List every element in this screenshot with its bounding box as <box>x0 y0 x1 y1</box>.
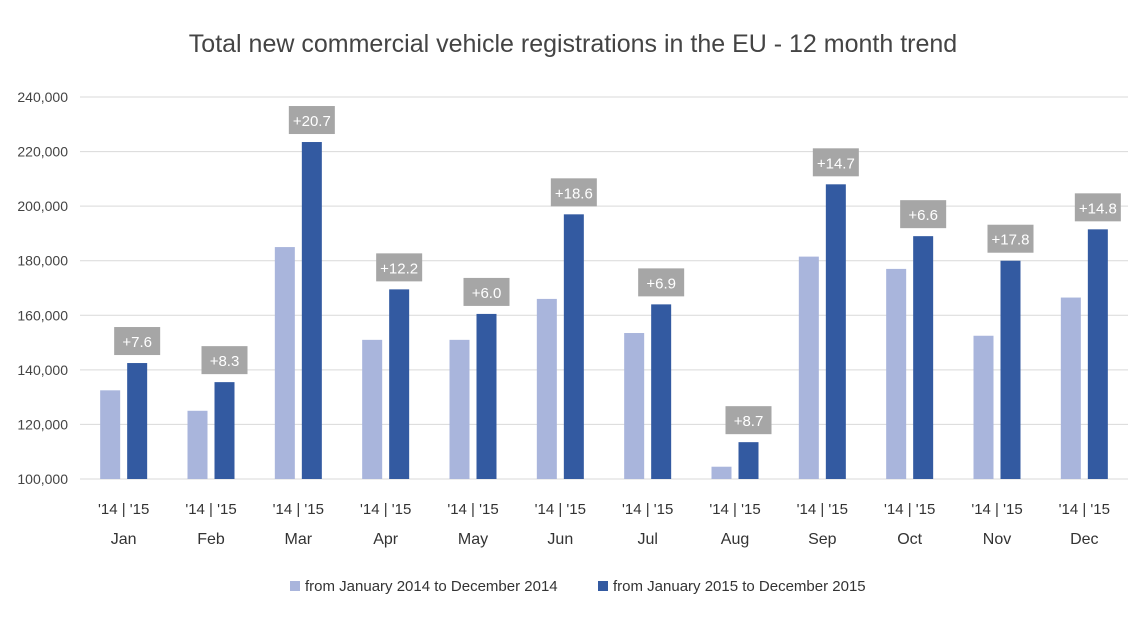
bar-2014-nov <box>973 335 994 479</box>
bar-2014-aug <box>711 466 732 479</box>
x-tick-sublabel: '14 | '15 <box>709 501 760 518</box>
y-tick-label: 240,000 <box>17 89 68 105</box>
y-axis: 100,000 120,000 140,000 160,000 180,000 200,0… <box>17 89 68 487</box>
legend-swatch-1 <box>290 581 300 591</box>
data-label-box <box>812 148 859 177</box>
bar-2015-feb <box>214 382 235 479</box>
data-label: +8.7 <box>734 413 764 430</box>
bar-2014-jan <box>100 390 121 479</box>
data-labels: +7.6 +8.3 +20.7 +12.2 +6.0 +18.6 +6.9 +8.7 +14.7… <box>114 106 1121 435</box>
y-tick-label: 160,000 <box>17 307 68 323</box>
bar-2015-mar <box>301 142 322 479</box>
bar-2014-apr <box>362 339 383 479</box>
data-label-box <box>201 346 248 375</box>
bar-2014-jul <box>624 333 645 479</box>
bar-2015-sep <box>825 184 846 480</box>
bar-2015-aug <box>738 442 759 479</box>
bar-2014-feb <box>187 410 208 479</box>
bar-2015-jul <box>651 304 672 479</box>
data-label-box <box>1074 193 1121 222</box>
x-tick-sublabel: '14 | '15 <box>884 501 935 518</box>
bar-2015-dec <box>1087 229 1108 479</box>
x-tick-sublabel: '14 | '15 <box>360 501 411 518</box>
y-tick-label: 220,000 <box>17 144 68 160</box>
x-tick-label: Sep <box>808 531 837 548</box>
bar-2014-mar <box>274 247 295 479</box>
x-tick-label: Nov <box>983 531 1011 548</box>
bar-2014-oct <box>886 268 907 479</box>
data-label: +20.7 <box>293 113 331 130</box>
x-tick-sublabel: '14 | '15 <box>185 501 236 518</box>
legend-label-2: from January 2015 to December 2015 <box>613 578 866 595</box>
legend: from January 2014 to December 2014 from J… <box>290 578 866 595</box>
data-label: +12.2 <box>380 260 418 277</box>
x-axis: '14 | '15 Jan '14 | '15 Feb '14 | '15 Mar '14 … <box>98 501 1110 548</box>
y-tick-label: 100,000 <box>17 471 68 487</box>
x-tick-label: Oct <box>897 531 922 548</box>
gridlines <box>80 96 1128 480</box>
x-tick-sublabel: '14 | '15 <box>535 501 586 518</box>
data-label-box <box>900 200 947 229</box>
data-label: +6.0 <box>472 285 502 302</box>
data-label-box <box>550 178 597 207</box>
y-tick-label: 200,000 <box>17 198 68 214</box>
data-label: +14.7 <box>817 155 855 172</box>
x-tick-sublabel: '14 | '15 <box>447 501 498 518</box>
data-label-box <box>725 406 772 435</box>
bars <box>100 142 1108 480</box>
bar-2014-dec <box>1060 297 1081 479</box>
x-tick-label: Feb <box>197 531 225 548</box>
data-label: +6.6 <box>908 207 938 224</box>
bar-2015-may <box>476 313 497 479</box>
x-tick-label: Apr <box>373 531 399 548</box>
bar-2014-jun <box>536 298 557 479</box>
x-tick-sublabel: '14 | '15 <box>98 501 149 518</box>
x-tick-label: Mar <box>285 531 313 548</box>
data-label-box <box>114 327 161 356</box>
legend-swatch-2 <box>598 581 608 591</box>
bar-2015-apr <box>389 289 410 479</box>
bar-2015-jun <box>563 214 584 480</box>
bar-2015-jan <box>127 363 148 479</box>
x-tick-label: Jul <box>637 531 657 548</box>
data-label: +8.3 <box>210 353 240 370</box>
data-label-box <box>288 106 335 135</box>
legend-label-1: from January 2014 to December 2014 <box>305 578 558 595</box>
bar-2014-may <box>449 339 470 479</box>
x-tick-sublabel: '14 | '15 <box>1059 501 1110 518</box>
y-tick-label: 120,000 <box>17 416 68 432</box>
x-tick-sublabel: '14 | '15 <box>273 501 324 518</box>
y-tick-label: 180,000 <box>17 253 68 269</box>
x-tick-label: Jan <box>111 531 137 548</box>
x-tick-sublabel: '14 | '15 <box>797 501 848 518</box>
x-tick-label: Jun <box>547 531 573 548</box>
bar-2014-sep <box>798 256 819 479</box>
data-label: +17.8 <box>992 232 1030 249</box>
x-tick-sublabel: '14 | '15 <box>622 501 673 518</box>
data-label: +6.9 <box>646 275 676 292</box>
x-tick-label: Dec <box>1070 531 1098 548</box>
bar-2015-nov <box>1000 260 1021 479</box>
x-tick-label: Aug <box>721 531 749 548</box>
data-label: +18.6 <box>555 185 593 202</box>
data-label: +14.8 <box>1079 200 1117 217</box>
data-label-box <box>376 253 423 282</box>
bar-2015-oct <box>913 236 934 479</box>
x-tick-sublabel: '14 | '15 <box>971 501 1022 518</box>
data-label-box <box>987 224 1034 253</box>
data-label: +7.6 <box>122 334 152 351</box>
x-tick-label: May <box>458 531 488 548</box>
data-label-box <box>638 268 685 297</box>
y-tick-label: 140,000 <box>17 362 68 378</box>
data-label-box <box>463 277 510 306</box>
chart-title: Total new commercial vehicle registratio… <box>189 30 957 58</box>
